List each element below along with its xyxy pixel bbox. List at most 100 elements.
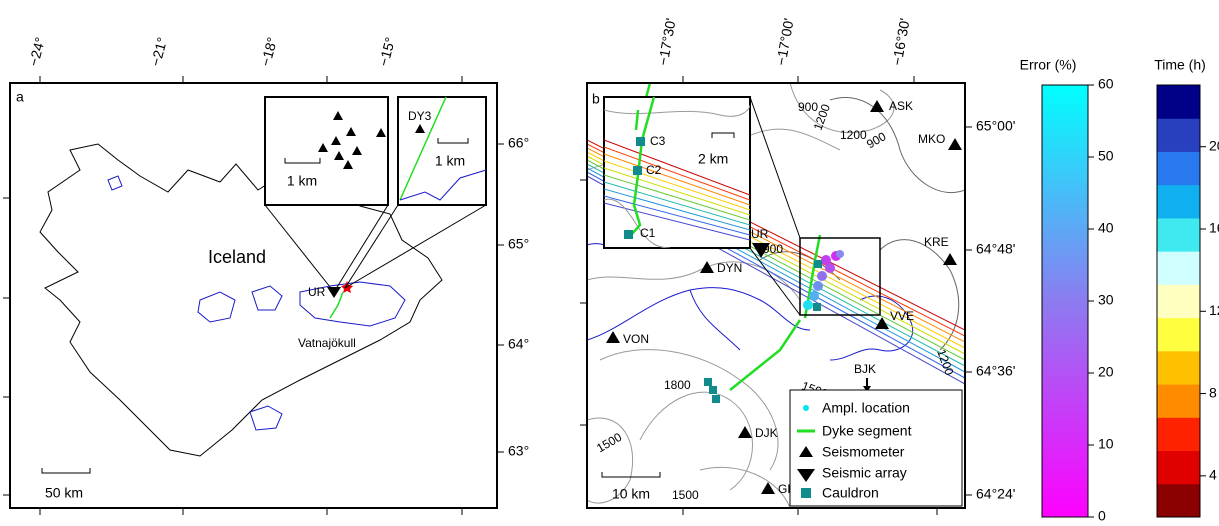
contour-label: 1800: [664, 378, 691, 392]
colorbar-tick-label: 40: [1098, 220, 1114, 236]
colorbar-tick-label: 50: [1098, 148, 1114, 164]
frame: [9, 82, 498, 509]
glacier: [249, 405, 283, 431]
colorbar-title: Error (%): [1020, 57, 1077, 73]
colorbar-band: [1157, 450, 1200, 485]
ticks: [580, 76, 972, 515]
colorbar-band: [1157, 251, 1200, 285]
lat-tick: 65°: [508, 236, 529, 252]
colorbar-tick-label: 0: [1098, 508, 1106, 524]
colorbar-band: [1157, 151, 1200, 186]
colorbar-band: [1157, 118, 1200, 152]
contour-label: 900: [864, 129, 889, 151]
colorbar-tick-label: 20: [1098, 364, 1114, 380]
station-label: BJK: [854, 362, 876, 376]
glacier: [251, 285, 283, 311]
colorbar-tick-label: 16: [1209, 220, 1219, 236]
colorbar-tick-label: 10: [1098, 436, 1114, 452]
station-label: ASK: [889, 99, 913, 113]
colorbar-band: [1157, 350, 1200, 385]
cauldron-label: C2: [646, 163, 662, 177]
error-ray: [604, 160, 750, 211]
legend-label: Seismometer: [822, 444, 905, 460]
lat-tick: 64°36': [976, 363, 1015, 379]
cauldrons: [704, 260, 822, 403]
time-colorbar: 4 8 12 16 20: [1156, 84, 1219, 518]
colorbar-tick-label: 8: [1209, 384, 1217, 400]
scale-bar: [437, 138, 469, 144]
contour-label: 1500: [594, 430, 624, 456]
lon-tick: −16°30': [889, 17, 913, 67]
lon-tick: −15°: [375, 35, 398, 68]
error-ray: [604, 181, 750, 226]
station-label: DY3: [408, 109, 432, 123]
error-ray: [604, 167, 750, 216]
glacier-label: Vatnajökull: [298, 336, 356, 350]
panel-b: −17°30' −17°00' −16°30' 65°00' 64°48' 64…: [580, 17, 1015, 515]
error-ray: [604, 188, 750, 231]
contours: [587, 83, 965, 508]
cauldron-label: C1: [640, 226, 656, 240]
lat-tick: 66°: [508, 135, 529, 151]
country-label: Iceland: [208, 247, 266, 267]
legend-label: Seismic array: [822, 465, 907, 481]
panel-label: b: [592, 91, 600, 107]
lon-tick: −21°: [147, 35, 170, 68]
scale-label: 2 km: [698, 151, 728, 167]
colorbar-band: [1157, 384, 1200, 418]
colorbar-frame: [1156, 84, 1201, 518]
ticks: [3, 76, 504, 515]
lon-tick: −24°: [25, 35, 48, 68]
lat-tick: 65°00': [976, 118, 1015, 134]
colorbar-tick-label: 60: [1098, 76, 1114, 92]
contour-label: 1200: [840, 128, 867, 142]
dyke: [329, 291, 344, 319]
river: [399, 169, 487, 201]
colorbar-band: [1157, 483, 1200, 518]
station-label: VON: [623, 332, 649, 346]
colorbar-tick-label: 30: [1098, 292, 1114, 308]
frame: [586, 82, 966, 509]
glacier: [107, 175, 123, 191]
glacier: [197, 291, 236, 323]
stations: [606, 100, 962, 494]
colorbar-tick-label: 4: [1209, 467, 1217, 483]
inset: [397, 96, 487, 206]
dyke: [399, 96, 447, 201]
colorbar-band: [1157, 317, 1200, 352]
colorbar-tick-label: 12: [1209, 302, 1219, 318]
legend: [789, 389, 963, 507]
legend-label: Dyke segment: [822, 423, 912, 439]
array-marker: [327, 287, 341, 298]
inset: [603, 96, 751, 249]
error-colorbar: [1041, 84, 1089, 518]
scale-bar: [601, 472, 661, 478]
colorbar-band: [1157, 184, 1200, 219]
legend-label: Ampl. location: [822, 400, 910, 416]
glacier: [299, 281, 406, 327]
scale-label: 1 km: [435, 153, 465, 169]
panel-label: a: [16, 89, 24, 105]
station-label: UR: [751, 227, 769, 241]
contour-label: 1500: [672, 488, 699, 502]
station: [415, 124, 425, 133]
zoom-box: [799, 237, 881, 316]
error-ray: [604, 139, 750, 196]
scale-label: 10 km: [612, 486, 650, 502]
colorbar-title: Time (h): [1154, 57, 1206, 73]
lat-tick: 63°: [508, 443, 529, 459]
colorbar-band: [1157, 85, 1200, 119]
colorbar-band: [1157, 284, 1200, 319]
colorbar-band: [1157, 417, 1200, 452]
scale-label: 1 km: [287, 173, 317, 189]
colorbar-band: [1157, 217, 1200, 252]
error-ray: [604, 195, 750, 236]
connector: [749, 96, 801, 239]
error-ray: [604, 146, 750, 201]
error-ray: [604, 202, 750, 241]
connector: [749, 247, 801, 316]
legend-label: Cauldron: [822, 485, 879, 501]
lat-tick: 64°24': [976, 486, 1015, 502]
lat-tick: 64°48': [976, 241, 1015, 257]
